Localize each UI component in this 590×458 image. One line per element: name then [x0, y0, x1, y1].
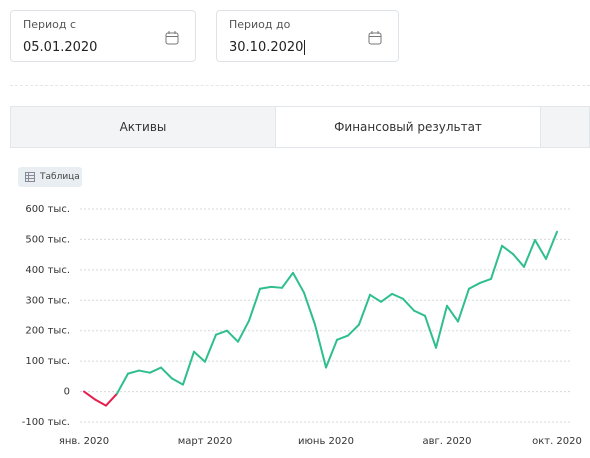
x-tick-label: янв. 2020	[59, 436, 109, 447]
line-segment	[358, 293, 371, 326]
line-segment	[490, 244, 503, 280]
line-segment	[127, 369, 140, 375]
calendar-icon[interactable]	[165, 31, 179, 45]
line-segment	[314, 323, 327, 369]
line-segment	[501, 244, 514, 256]
line-segment	[402, 297, 415, 312]
line-segment	[237, 319, 250, 343]
button-label: Таблица	[40, 172, 80, 182]
separator	[10, 85, 590, 86]
line-segment	[138, 369, 151, 374]
x-tick-label: авг. 2020	[422, 436, 471, 447]
x-tick-label: июнь 2020	[298, 436, 354, 447]
line-segment	[248, 287, 261, 322]
line-segment	[226, 329, 239, 343]
line-segment	[479, 277, 492, 284]
line-segment	[171, 377, 184, 386]
line-segment	[369, 293, 382, 303]
tabs: Активы Финансовый результат	[10, 106, 590, 148]
calendar-icon[interactable]	[368, 31, 382, 45]
line-segment	[457, 287, 470, 323]
line-segment	[259, 285, 272, 290]
line-segment	[391, 292, 404, 300]
line-segment	[215, 329, 228, 336]
line-segment	[534, 239, 547, 260]
date-from[interactable]: Период с 05.01.2020	[10, 10, 196, 62]
line-segment	[523, 239, 536, 268]
y-tick-label: 600 тыс.	[25, 204, 70, 215]
line-segment	[325, 338, 338, 369]
tab[interactable]: Активы	[119, 120, 167, 134]
line-segment	[83, 390, 96, 401]
y-tick-label: 200 тыс.	[25, 326, 70, 337]
value: 30.10.2020	[229, 40, 306, 55]
line-segment	[413, 309, 426, 317]
line-segment	[193, 350, 206, 363]
line-segment	[116, 372, 129, 395]
line-segment	[204, 333, 217, 363]
value: 05.01.2020	[23, 40, 98, 55]
line-segment	[512, 253, 525, 268]
line-segment	[435, 304, 448, 349]
line-segment	[105, 392, 118, 407]
tab-active[interactable]: Финансовый результат	[275, 107, 541, 147]
label: Период с	[23, 18, 77, 31]
y-tick-label: 300 тыс.	[25, 295, 70, 306]
line-segment	[446, 304, 459, 323]
line-segment	[424, 314, 437, 349]
y-tick-label: 100 тыс.	[25, 356, 70, 367]
line-segment	[182, 350, 195, 386]
line-segment	[149, 366, 162, 374]
line-segment	[94, 398, 107, 407]
y-tick-label: 0	[64, 387, 70, 398]
date-to[interactable]: Период до 30.10.2020	[216, 10, 399, 62]
y-tick-label: 400 тыс.	[25, 265, 70, 276]
y-tick-label: -100 тыс.	[22, 417, 70, 428]
line-segment	[303, 291, 316, 326]
label: Период до	[229, 18, 291, 31]
line-segment	[270, 285, 283, 289]
y-tick-label: 500 тыс.	[25, 234, 70, 245]
line-segment	[336, 334, 349, 341]
table-icon	[25, 172, 35, 182]
line-segment	[281, 271, 294, 289]
line-segment	[347, 323, 360, 337]
table-button[interactable]: Таблица	[18, 167, 82, 187]
x-tick-label: март 2020	[178, 436, 232, 447]
line-segment	[545, 230, 558, 260]
line-segment	[468, 281, 481, 290]
line-segment	[380, 292, 393, 303]
line-segment	[160, 366, 173, 380]
line-segment	[292, 271, 305, 294]
x-tick-label: окт. 2020	[532, 436, 582, 447]
